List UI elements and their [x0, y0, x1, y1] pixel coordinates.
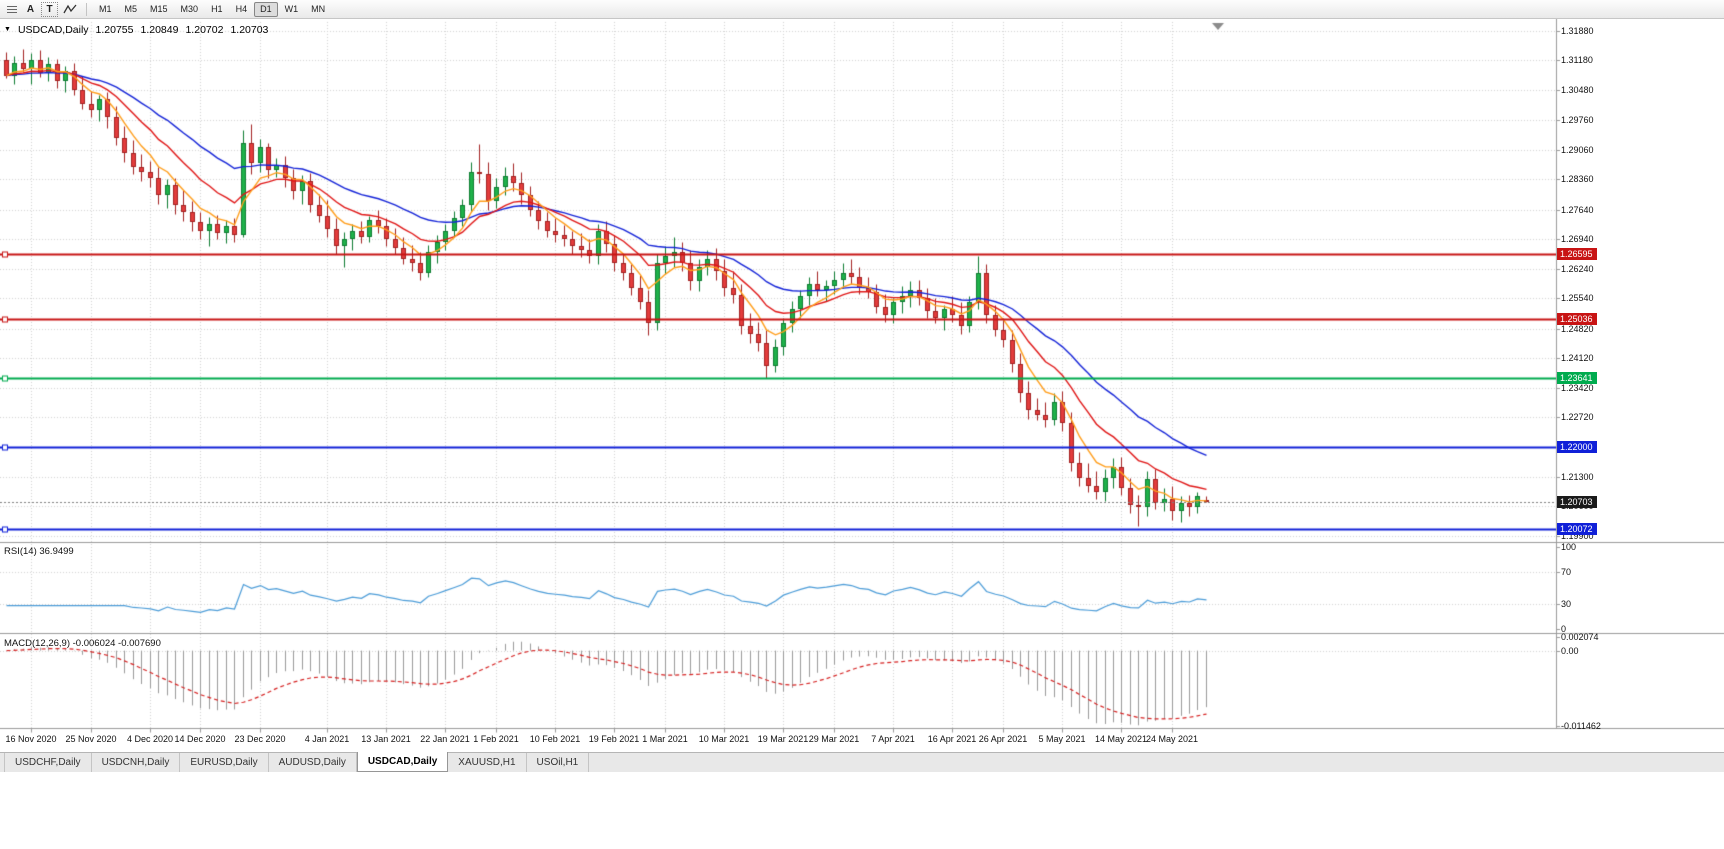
polyline-tool-button[interactable]: [60, 2, 80, 17]
chart-symbol-period: USDCAD,Daily: [17, 24, 89, 36]
polyline-icon: [63, 4, 77, 14]
menu-grip-button[interactable]: [3, 2, 20, 17]
font-tool-button[interactable]: A: [22, 2, 39, 17]
menu-icon: [6, 5, 17, 13]
chart-open: 1.20755: [95, 24, 134, 36]
timeframe-button[interactable]: M1: [93, 2, 118, 17]
chart-tab[interactable]: AUDUSD,Daily: [269, 753, 357, 772]
timeframe-button[interactable]: H1: [205, 2, 229, 17]
chart-tab[interactable]: USOil,H1: [527, 753, 590, 772]
chart-high: 1.20849: [140, 24, 179, 36]
timeframe-button[interactable]: W1: [279, 2, 305, 17]
chart-tab[interactable]: USDCAD,Daily: [356, 752, 449, 772]
chart-tab[interactable]: EURUSD,Daily: [180, 753, 269, 772]
text-tool-button[interactable]: T: [41, 1, 58, 17]
chart-low: 1.20702: [185, 24, 224, 36]
chart-tab[interactable]: USDCNH,Daily: [92, 753, 181, 772]
chart-region: ▼ USDCAD,Daily 1.20755 1.20849 1.20702 1…: [0, 19, 1724, 752]
top-toolbar: A T M1 M5 M15 M30 H1 H4 D1 W1 MN: [0, 0, 1724, 19]
rsi-pane-label: RSI(14) 36.9499: [4, 546, 74, 557]
timeframe-button[interactable]: H4: [230, 2, 254, 17]
collapse-triangle-icon[interactable]: ▼: [4, 26, 11, 33]
toolbar-separator: [86, 2, 87, 16]
chart-tab-bar: USDCHF,Daily USDCNH,Daily EURUSD,Daily AUDU…: [0, 752, 1724, 772]
timeframe-button[interactable]: D1: [254, 1, 278, 17]
timeframe-button[interactable]: M5: [119, 2, 144, 17]
timeframe-button[interactable]: M30: [175, 2, 205, 17]
chart-title: ▼ USDCAD,Daily 1.20755 1.20849 1.20702 1…: [4, 24, 268, 36]
chart-tab[interactable]: USDCHF,Daily: [4, 753, 92, 772]
timeframe-button[interactable]: MN: [305, 2, 331, 17]
price-chart-canvas[interactable]: [0, 19, 1724, 752]
timeframe-button[interactable]: M15: [144, 2, 174, 17]
timeframe-buttons: M1 M5 M15 M30 H1 H4 D1 W1 MN: [93, 1, 331, 17]
chart-tab[interactable]: XAUUSD,H1: [448, 753, 527, 772]
chart-close: 1.20703: [230, 24, 269, 36]
macd-pane-label: MACD(12,26,9) -0.006024 -0.007690: [4, 638, 161, 649]
